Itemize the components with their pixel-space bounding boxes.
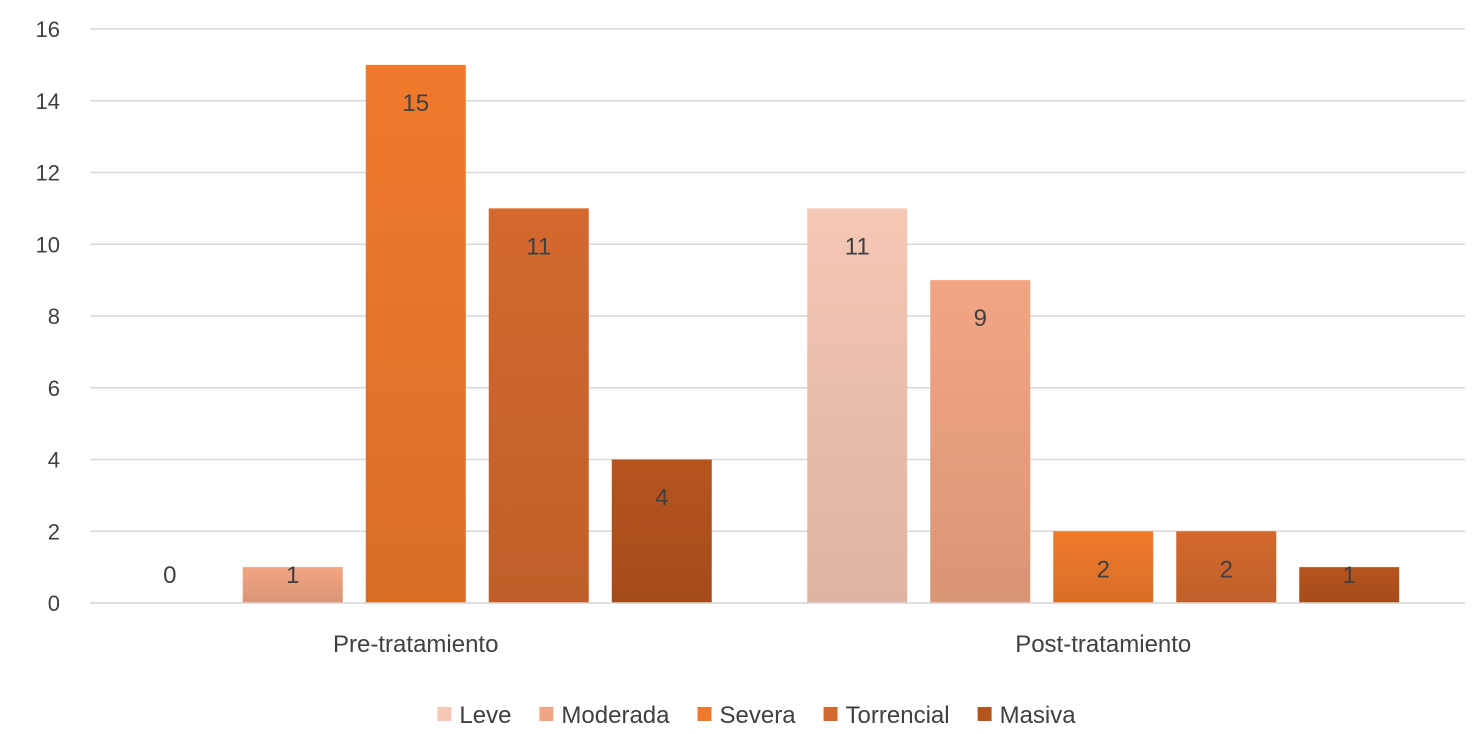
legend-item-moderada: Moderada — [539, 702, 670, 729]
legend: Leve Moderada Severa Torrencial Masiva — [437, 702, 1076, 729]
data-label: 2 — [1097, 556, 1110, 583]
y-tick-label: 4 — [48, 448, 60, 473]
legend-label: Torrencial — [846, 702, 950, 729]
legend-item-masiva: Masiva — [977, 702, 1077, 729]
data-label: 9 — [974, 305, 987, 332]
data-label: 4 — [655, 485, 668, 512]
bar-torrencial-1 — [1176, 531, 1277, 603]
legend-label: Severa — [720, 702, 797, 729]
legend-swatch — [977, 707, 992, 721]
y-tick-label: 6 — [48, 376, 60, 401]
y-tick-label: 8 — [48, 304, 60, 329]
bar-leve-1 — [807, 208, 908, 603]
y-tick-label: 14 — [36, 89, 60, 114]
legend-label: Moderada — [561, 702, 670, 729]
bar-moderada-0 — [242, 567, 343, 603]
data-label: 1 — [1343, 562, 1356, 589]
bar-moderada-1 — [930, 280, 1031, 603]
gridlines — [90, 28, 1465, 604]
legend-swatch — [697, 707, 712, 721]
legend-label: Masiva — [1000, 702, 1077, 729]
y-tick-label: 16 — [36, 17, 60, 42]
y-tick-label: 12 — [36, 161, 60, 186]
data-label: 11 — [845, 233, 870, 260]
y-tick-label: 2 — [48, 519, 60, 544]
legend-item-leve: Leve — [437, 702, 511, 729]
bar-severa-0 — [365, 64, 466, 603]
bar-masiva-0 — [611, 459, 712, 603]
bars: 0 1 15 11 4 11 9 2 2 1 — [163, 64, 1400, 603]
x-category-label: Pre-tratamiento — [333, 631, 498, 658]
bar-severa-1 — [1053, 531, 1154, 603]
data-label: 15 — [402, 90, 429, 117]
y-tick-label: 10 — [36, 232, 60, 257]
data-label: 2 — [1220, 556, 1233, 583]
legend-label: Leve — [459, 702, 511, 729]
data-label: 1 — [286, 562, 299, 589]
data-label: 11 — [526, 233, 551, 260]
legend-item-torrencial: Torrencial — [823, 702, 950, 729]
x-category-label: Post-tratamiento — [1015, 631, 1191, 658]
legend-swatch — [539, 707, 554, 721]
legend-swatch — [823, 707, 838, 721]
bar-torrencial-0 — [488, 208, 589, 603]
bar-masiva-1 — [1299, 567, 1400, 603]
x-axis: Pre-tratamiento Post-tratamiento — [90, 602, 1465, 658]
y-tick-label: 0 — [48, 591, 60, 616]
data-label: 0 — [163, 562, 176, 589]
y-axis: 0 2 4 6 8 10 12 14 16 — [36, 17, 60, 616]
legend-swatch — [437, 707, 452, 721]
legend-item-severa: Severa — [697, 702, 797, 729]
